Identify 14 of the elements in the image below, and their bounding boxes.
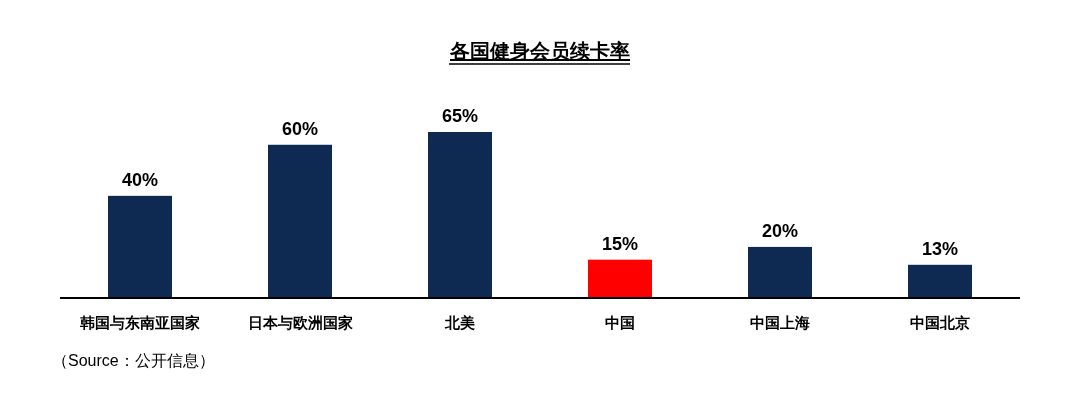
data-label: 20% xyxy=(761,220,799,241)
x-tick-label: 北美 xyxy=(444,314,475,332)
x-tick-label: 日本与欧洲国家 xyxy=(247,314,353,332)
data-label: 65% xyxy=(441,106,479,126)
x-tick-label: 中国上海 xyxy=(750,314,810,332)
data-label: 40% xyxy=(121,169,159,190)
text: （Source：公开信息） xyxy=(52,352,215,369)
chart-title: 各国健身会员续卡率 xyxy=(449,39,630,63)
x-tick-label: 中国北京 xyxy=(910,314,970,332)
data-label: 13% xyxy=(921,238,959,259)
data-label: 60% xyxy=(281,118,319,139)
x-tick-label: 中国 xyxy=(605,314,635,332)
x-tick-label: 韩国与东南亚国家 xyxy=(79,314,200,332)
data-label: 15% xyxy=(601,233,639,254)
